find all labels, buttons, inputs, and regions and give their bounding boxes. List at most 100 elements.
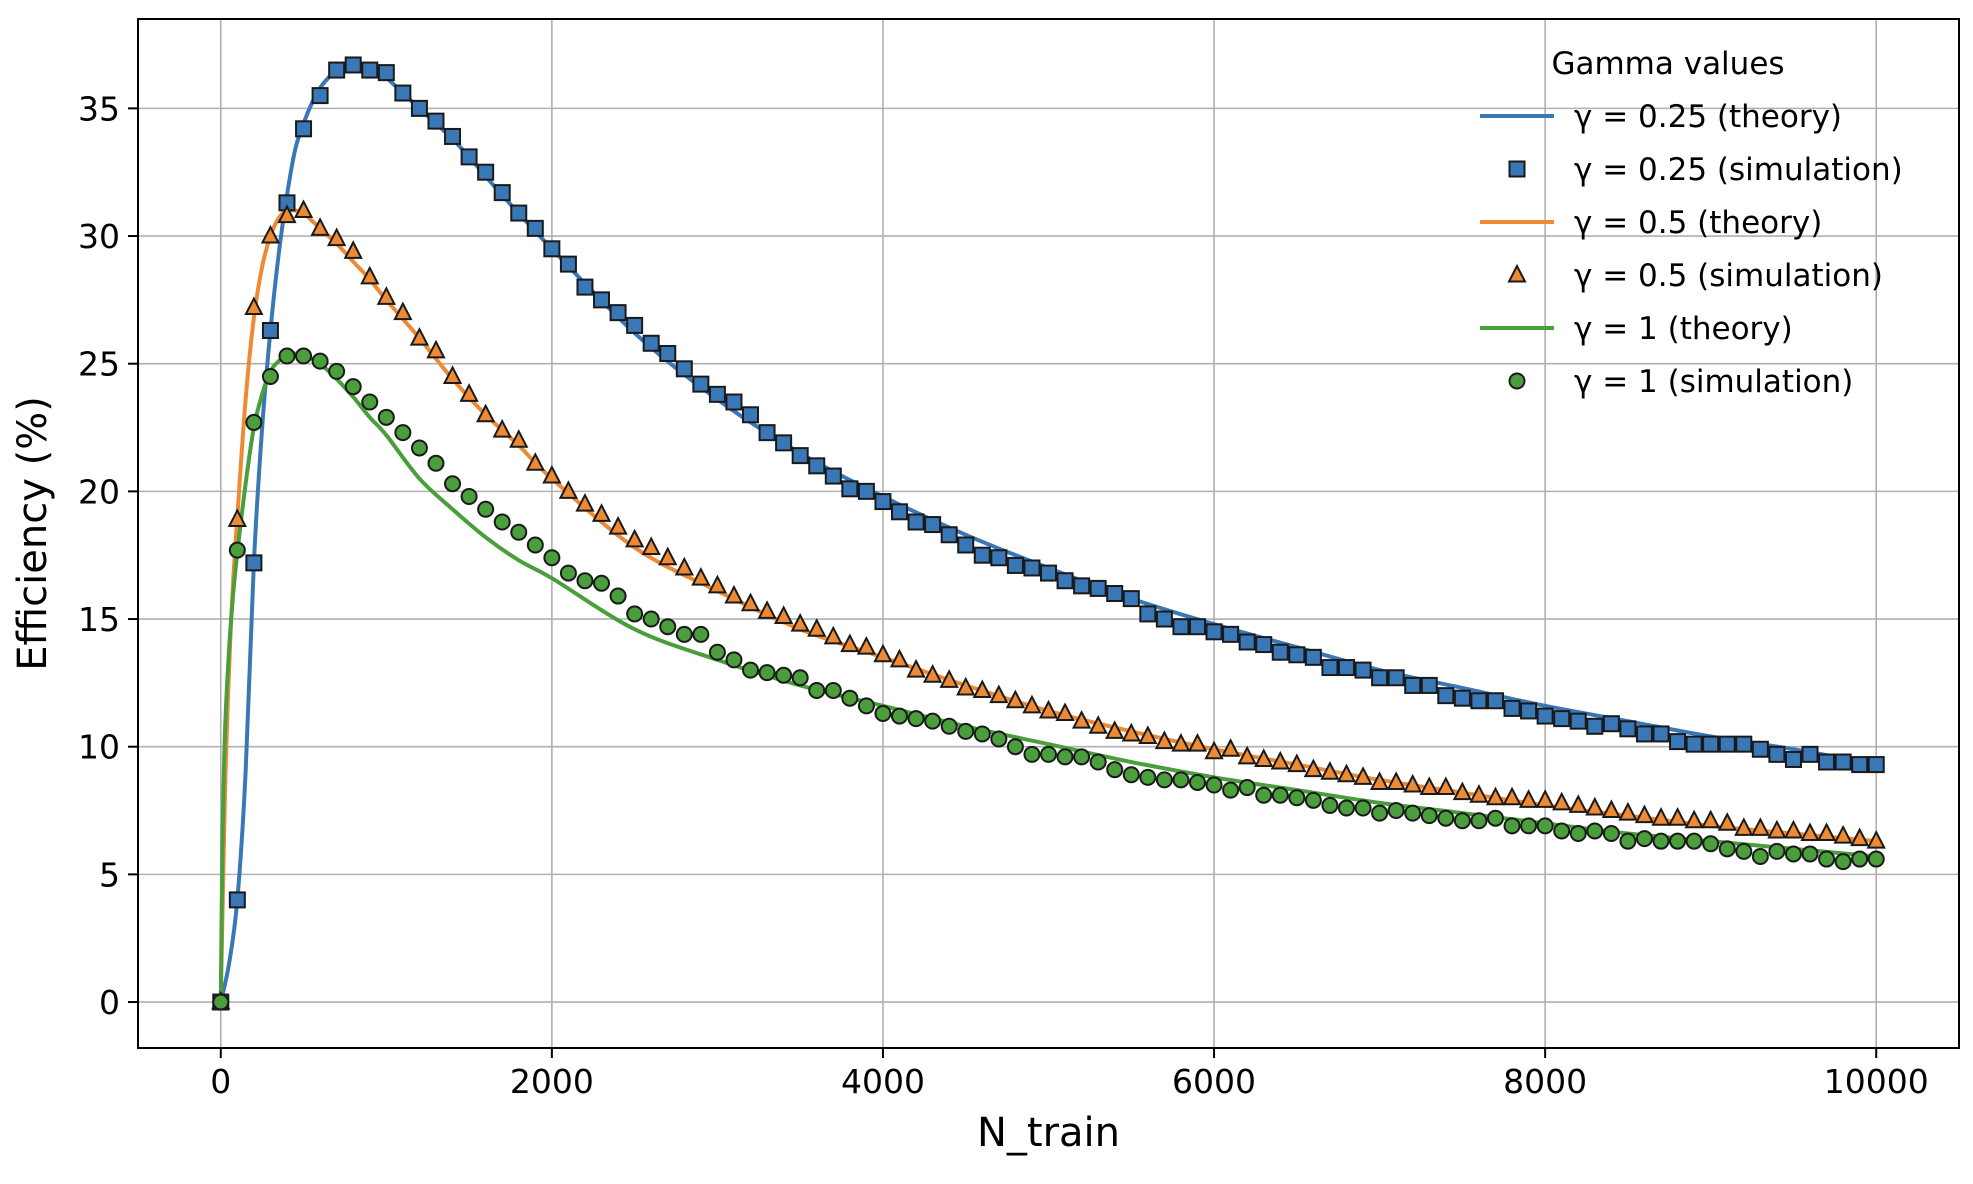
data-point (1470, 692, 1488, 710)
data-point (1155, 610, 1173, 628)
data-point (558, 480, 579, 499)
data-point (1387, 802, 1405, 820)
data-point (1718, 735, 1736, 753)
data-point (1652, 725, 1670, 743)
data-point (692, 375, 710, 393)
data-point (742, 406, 760, 424)
legend-entry-label: γ = 0.25 (simulation) (1574, 152, 1903, 188)
legend-entry-label: γ = 1 (theory) (1574, 311, 1793, 347)
data-point (1535, 789, 1555, 808)
data-point (1702, 735, 1720, 753)
data-point (361, 393, 379, 411)
legend: Gamma values γ = 0.25 (theory) γ = 0.25 (… (1480, 46, 1903, 400)
x-tick-label: 0 (210, 1062, 231, 1101)
data-point (659, 618, 677, 636)
data-point (377, 64, 395, 82)
series-markers-3 (211, 199, 1886, 1010)
y-axis-label: Efficiency (%) (10, 396, 56, 671)
data-point (1337, 659, 1355, 677)
data-point (1023, 559, 1041, 577)
data-point (476, 403, 496, 423)
data-point (907, 513, 925, 531)
data-point (1073, 748, 1091, 766)
data-point (1602, 825, 1620, 843)
data-point (824, 682, 842, 700)
data-point (907, 710, 925, 728)
data-point (708, 385, 726, 403)
data-point (576, 572, 594, 590)
data-point (609, 587, 627, 605)
data-point (1818, 753, 1836, 771)
data-point (840, 633, 860, 653)
data-point (758, 664, 776, 682)
data-point (1452, 781, 1473, 801)
data-point (1486, 809, 1504, 827)
data-point (1485, 786, 1506, 806)
x-tick-label: 4000 (841, 1062, 925, 1101)
data-point (261, 322, 279, 340)
data-point (1138, 725, 1158, 744)
data-point (509, 429, 529, 448)
data-point (1751, 847, 1769, 865)
data-point (1371, 669, 1389, 687)
data-point (394, 424, 412, 442)
data-point (1420, 676, 1438, 694)
data-point (591, 503, 612, 522)
data-point (940, 717, 958, 735)
data-point (1040, 564, 1057, 582)
data-point (1669, 733, 1687, 751)
data-point (1154, 730, 1175, 750)
data-point (1354, 799, 1372, 817)
data-point (1404, 804, 1422, 822)
data-point (1222, 781, 1240, 799)
data-point (707, 574, 728, 594)
x-axis-label: N_train (977, 1110, 1120, 1156)
data-point (1569, 825, 1587, 843)
data-point (1520, 702, 1538, 720)
data-point (376, 286, 396, 305)
data-point (874, 493, 892, 511)
data-point (344, 378, 362, 396)
data-point (1105, 720, 1125, 739)
data-point (1353, 766, 1373, 785)
data-point (1437, 687, 1455, 705)
data-point (1469, 784, 1489, 803)
data-point (426, 339, 446, 359)
data-point (311, 87, 329, 105)
data-point (1255, 636, 1273, 654)
data-point (377, 408, 395, 426)
data-point (293, 199, 314, 219)
data-point (1453, 812, 1471, 830)
data-point (1040, 745, 1057, 763)
data-point (1651, 807, 1671, 826)
legend-marker-handle (1507, 263, 1527, 283)
data-point (1734, 817, 1754, 836)
data-point (1602, 715, 1620, 733)
data-point (641, 536, 661, 556)
data-point (1237, 745, 1257, 765)
data-point (1172, 618, 1190, 636)
data-point (1238, 633, 1256, 651)
data-point (327, 227, 347, 247)
data-point (1768, 842, 1786, 860)
data-point (1369, 771, 1390, 790)
data-point (692, 625, 710, 643)
data-point (1867, 756, 1885, 774)
data-point (393, 301, 413, 321)
plot-frame (137, 18, 1960, 1049)
data-point (295, 120, 313, 138)
data-point (278, 347, 296, 365)
data-point (1619, 832, 1637, 850)
data-point (444, 475, 462, 493)
data-point (939, 669, 959, 688)
data-point (1038, 699, 1059, 719)
data-point (1634, 804, 1655, 824)
data-point (1387, 669, 1405, 687)
data-point (675, 360, 693, 378)
data-point (1288, 646, 1306, 664)
data-point (1834, 753, 1852, 771)
y-tick-label: 25 (78, 345, 120, 384)
data-point (1585, 796, 1605, 816)
